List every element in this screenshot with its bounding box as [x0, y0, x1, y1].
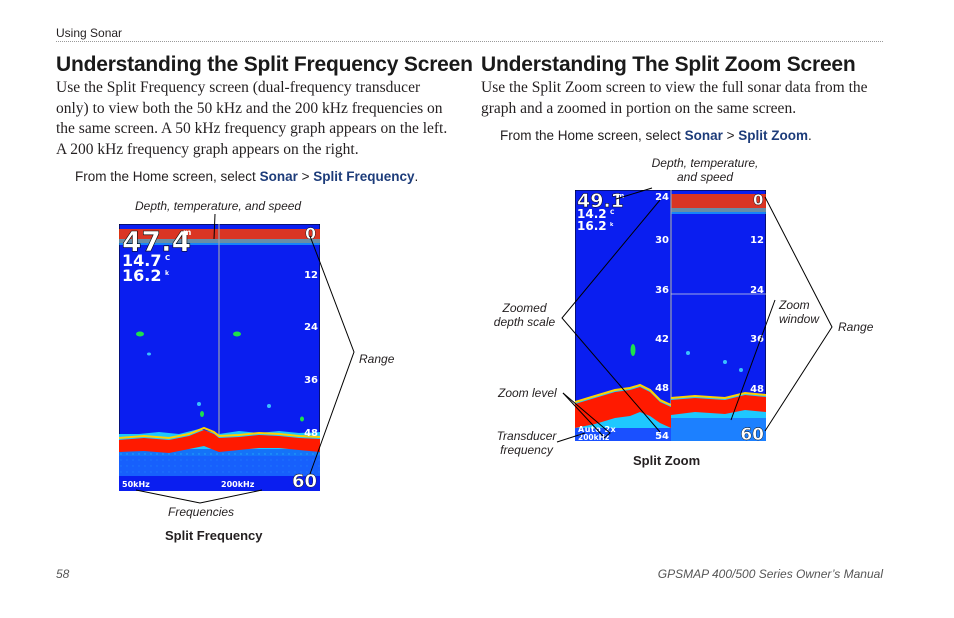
instruction-prefix: From the Home screen, select [75, 169, 260, 184]
split-frequency-instruction: From the Home screen, select Sonar > Spl… [75, 169, 418, 184]
label-line: Zoom [779, 298, 810, 312]
range-tick-label: 24 [304, 322, 318, 333]
label-line: depth scale [493, 315, 556, 329]
freq-label-right: 200kHz [221, 480, 255, 489]
menu-separator: > [722, 128, 739, 143]
range-top-label: 0 [753, 191, 763, 209]
transducer-freq-readout: 200kHz [578, 433, 609, 441]
split-zoom-instruction: From the Home screen, select Sonar > Spl… [500, 128, 812, 143]
label-line: and speed [676, 170, 734, 184]
split-frequency-heading: Understanding the Split Frequency Screen [56, 53, 473, 76]
range-tick-label: 36 [304, 375, 318, 386]
label-transducer-frequency: Transducer frequency [494, 429, 559, 457]
manual-title: GPSMAP 400/500 Series Owner’s Manual [657, 567, 883, 581]
temp-readout: 14.2 [577, 207, 607, 221]
caption-split-frequency: Split Frequency [165, 528, 263, 543]
label-depth-temp-speed-zoom: Depth, temperature, and speed [650, 156, 760, 184]
label-line: Transducer [496, 429, 557, 443]
label-frequencies: Frequencies [168, 505, 235, 519]
split-frequency-body: Use the Split Frequency screen (dual-fre… [56, 79, 448, 158]
menu-sonar-link[interactable]: Sonar [259, 169, 298, 184]
split-zoom-heading: Understanding The Split Zoom Screen [481, 53, 856, 76]
range-tick-label: 48 [304, 428, 318, 439]
depth-readout: 47.4 [122, 225, 191, 258]
menu-split-zoom-link[interactable]: Split Zoom [738, 128, 808, 143]
temp-unit: C [165, 254, 170, 262]
instruction-period: . [807, 128, 812, 143]
menu-split-frequency-link[interactable]: Split Frequency [313, 169, 415, 184]
menu-sonar-link[interactable]: Sonar [684, 128, 723, 143]
header-rule [56, 41, 883, 42]
split-zoom-body: Use the Split Zoom screen to view the fu… [481, 79, 868, 117]
label-line: window [779, 312, 820, 326]
instruction-prefix: From the Home screen, select [500, 128, 685, 143]
page-number: 58 [56, 567, 70, 581]
range-tick-label: 36 [750, 334, 764, 345]
menu-separator: > [297, 169, 314, 184]
range-bottom-label: 60 [740, 425, 764, 441]
split-frequency-screen: 47.4 m 14.7 C 16.2 k 0 12 24 36 48 60 50… [119, 224, 320, 491]
range-tick-label: 12 [750, 235, 764, 246]
zoom-scale-label: 54 [655, 431, 669, 441]
depth-unit: m [183, 228, 191, 237]
range-tick-label: 48 [750, 384, 764, 395]
running-header: Using Sonar [56, 26, 123, 40]
label-depth-temp-speed: Depth, temperature, and speed [135, 199, 302, 213]
label-line: Depth, temperature, [651, 156, 759, 170]
label-zoom-level: Zoom level [498, 386, 557, 400]
range-tick-label: 24 [750, 285, 764, 296]
label-line: Zoomed [502, 301, 547, 315]
speed-readout: 16.2 [577, 219, 607, 233]
depth-unit: m [617, 192, 624, 200]
zoom-scale-label: 24 [655, 192, 669, 203]
label-range-left: Range [359, 352, 395, 366]
speed-readout: 16.2 [122, 266, 161, 285]
label-range-right: Range [838, 320, 874, 334]
speed-unit: k [610, 222, 614, 228]
speed-unit: k [165, 270, 170, 277]
temp-readout: 14.7 [122, 251, 161, 270]
zoom-scale-label: 36 [655, 285, 669, 296]
range-bottom-label: 60 [292, 471, 317, 491]
label-zoom-window: Zoom window [779, 298, 819, 326]
depth-readout: 49.1 [577, 190, 624, 212]
range-tick-label: 12 [304, 270, 318, 281]
zoom-scale-label: 48 [655, 383, 669, 394]
zoom-scale-label: 30 [655, 235, 669, 246]
caption-split-zoom: Split Zoom [633, 453, 701, 468]
label-zoomed-depth-scale: Zoomed depth scale [492, 301, 557, 329]
label-line: frequency [500, 443, 553, 457]
zoom-scale-label: 42 [655, 334, 669, 345]
instruction-period: . [414, 169, 419, 184]
split-zoom-screen: 49.1 m 14.2 C 16.2 k 24 30 36 42 48 54 0… [575, 190, 766, 441]
temp-unit: C [610, 209, 615, 216]
range-top-label: 0 [305, 224, 316, 243]
freq-label-left: 50kHz [122, 480, 150, 489]
